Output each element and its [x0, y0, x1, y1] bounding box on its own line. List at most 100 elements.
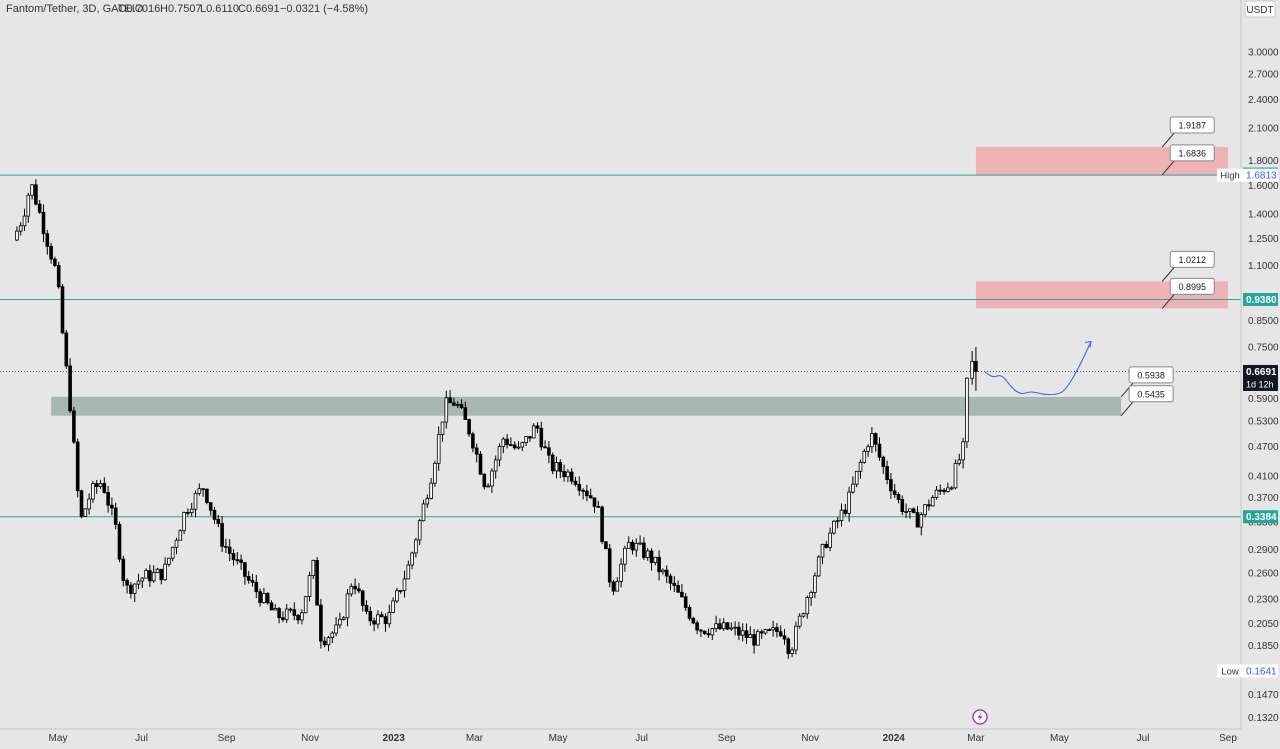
candle-body: [208, 502, 213, 511]
candle: [398, 589, 403, 594]
candle-body: [729, 627, 734, 630]
candle: [330, 631, 335, 644]
candle-body: [970, 360, 974, 379]
candle: [110, 497, 114, 516]
candle: [505, 433, 509, 449]
candle-body: [178, 530, 183, 541]
price-tag-side-box: [1217, 664, 1243, 678]
candle: [592, 497, 597, 513]
candle: [368, 606, 373, 626]
time-axis[interactable]: May Jul Sep Nov 2023 Mar May Jul Sep Nov 2024 Mar Ma…: [49, 733, 1238, 744]
candle: [345, 588, 350, 627]
candle: [425, 494, 430, 508]
candle-body: [125, 580, 129, 586]
callout-pointer: [1120, 382, 1134, 398]
callout-box: [1169, 250, 1215, 268]
candle: [53, 256, 57, 267]
candle: [429, 477, 433, 500]
candle-body: [759, 631, 764, 634]
callout-label: 1.9187: [1161, 116, 1215, 148]
candle-body: [851, 483, 855, 493]
candle-body: [797, 615, 802, 627]
candle-body: [547, 447, 551, 456]
candle-body: [265, 593, 270, 604]
candle-body: [227, 546, 232, 554]
price-tag: 0.1641 Low: [1217, 664, 1278, 678]
candle: [113, 502, 118, 530]
candle-body: [410, 552, 414, 566]
candle: [45, 229, 50, 255]
currency-button[interactable]: [1244, 0, 1276, 18]
candle: [72, 406, 76, 445]
candle: [634, 538, 639, 557]
callout-text: 0.8995: [1178, 282, 1206, 292]
candle: [927, 499, 931, 511]
price-tag-side-label: Low: [1221, 666, 1239, 677]
candle-body: [946, 487, 950, 492]
candle-body: [699, 629, 703, 632]
candle-body: [452, 402, 456, 406]
price-tag-box: [1243, 510, 1278, 524]
candle: [615, 577, 620, 592]
candle-body: [98, 483, 103, 487]
candle-body: [471, 433, 475, 449]
candle-body: [778, 631, 783, 637]
candle-body: [444, 397, 449, 423]
candle-body: [303, 596, 308, 614]
candle: [75, 438, 80, 498]
candle-body: [372, 620, 376, 625]
candle-body: [75, 441, 80, 492]
candle: [284, 604, 289, 623]
lightning-icon[interactable]: [972, 709, 988, 725]
candle: [512, 441, 517, 450]
candle: [725, 622, 730, 631]
candle: [550, 452, 555, 475]
candle-body: [706, 633, 711, 636]
candle-body: [224, 545, 228, 548]
candle-body: [395, 590, 399, 602]
candle: [98, 479, 103, 489]
callout-box: [1128, 366, 1174, 384]
candle: [174, 537, 179, 555]
candle-body: [15, 230, 19, 241]
candle: [881, 455, 886, 474]
time-tick-label: Nov: [301, 733, 319, 744]
candle-body: [505, 438, 509, 446]
price-tag-text: 0.1641: [1246, 666, 1277, 677]
candle: [132, 583, 137, 603]
candle-body: [904, 511, 908, 513]
candle-body: [414, 539, 418, 554]
candle: [121, 555, 126, 587]
candle-body: [847, 491, 851, 514]
candle: [528, 436, 532, 442]
candle: [258, 588, 262, 607]
candle: [577, 476, 582, 496]
candle-body: [34, 184, 38, 205]
candle-body: [896, 494, 901, 500]
time-tick-label: 2024: [883, 733, 906, 744]
candle-body: [474, 447, 479, 455]
candle: [946, 482, 950, 493]
candle: [653, 556, 658, 566]
candle-body: [528, 436, 532, 439]
candle: [94, 479, 99, 494]
candle-body: [311, 560, 316, 576]
candle: [668, 573, 673, 591]
candle-body: [862, 450, 867, 463]
candle-body: [53, 258, 57, 266]
candle-body: [281, 617, 285, 620]
candle: [702, 630, 707, 636]
price-tag: 0.3384: [1243, 510, 1278, 524]
price-tick-label: 1.4000: [1248, 210, 1279, 221]
candle: [360, 589, 365, 612]
legend-change: −0.0321 (−4.58%): [280, 3, 368, 15]
candle: [497, 443, 502, 467]
candle-body: [509, 444, 513, 447]
candle: [801, 612, 806, 618]
candle: [524, 435, 528, 446]
candle: [930, 495, 935, 507]
candle: [911, 507, 916, 514]
